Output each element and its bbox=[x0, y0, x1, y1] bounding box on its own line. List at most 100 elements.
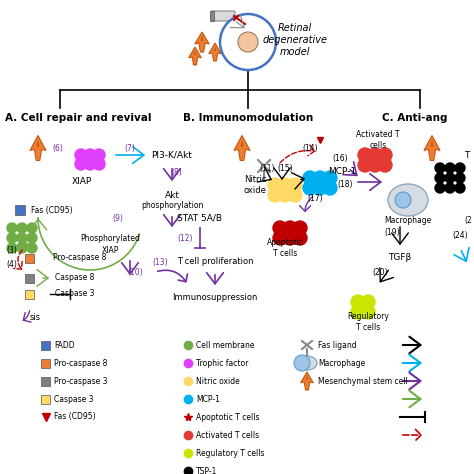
Circle shape bbox=[313, 181, 327, 195]
Polygon shape bbox=[201, 35, 203, 41]
Text: Nitric
oxide: Nitric oxide bbox=[244, 175, 266, 195]
Text: Caspase 3: Caspase 3 bbox=[54, 394, 93, 403]
Text: T cell proliferation: T cell proliferation bbox=[177, 257, 253, 266]
Circle shape bbox=[220, 14, 276, 70]
Circle shape bbox=[293, 231, 307, 245]
Text: Pro-caspase 8: Pro-caspase 8 bbox=[54, 358, 108, 367]
Text: (24): (24) bbox=[452, 230, 468, 239]
Text: Pro-caspase 8: Pro-caspase 8 bbox=[53, 254, 107, 263]
Circle shape bbox=[303, 181, 317, 195]
Circle shape bbox=[278, 178, 292, 192]
Text: MCP-1: MCP-1 bbox=[328, 167, 356, 176]
Circle shape bbox=[75, 149, 87, 161]
Circle shape bbox=[445, 173, 455, 183]
Circle shape bbox=[435, 163, 445, 173]
Text: Regulatory
T cells: Regulatory T cells bbox=[347, 312, 389, 332]
Text: (6): (6) bbox=[53, 144, 64, 153]
Circle shape bbox=[293, 221, 307, 235]
Text: TSP-1: TSP-1 bbox=[196, 466, 218, 474]
Text: Macrophage: Macrophage bbox=[318, 358, 365, 367]
Polygon shape bbox=[194, 50, 196, 55]
Polygon shape bbox=[306, 375, 308, 380]
Text: (19): (19) bbox=[384, 228, 400, 237]
Circle shape bbox=[313, 171, 327, 185]
Circle shape bbox=[268, 178, 282, 192]
Circle shape bbox=[368, 158, 382, 172]
Text: XIAP: XIAP bbox=[101, 246, 118, 255]
Circle shape bbox=[435, 183, 445, 193]
Text: T: T bbox=[464, 151, 469, 159]
Circle shape bbox=[273, 221, 287, 235]
Circle shape bbox=[435, 173, 445, 183]
Circle shape bbox=[323, 171, 337, 185]
Circle shape bbox=[361, 305, 375, 319]
Circle shape bbox=[395, 192, 411, 208]
Text: Fas ligand: Fas ligand bbox=[318, 340, 356, 349]
Circle shape bbox=[7, 233, 17, 243]
Text: MCP-1: MCP-1 bbox=[196, 394, 220, 403]
Text: Trophic factor: Trophic factor bbox=[196, 358, 248, 367]
Circle shape bbox=[358, 158, 372, 172]
Circle shape bbox=[27, 223, 37, 233]
Circle shape bbox=[84, 149, 96, 161]
Text: (10): (10) bbox=[127, 267, 143, 276]
Text: Nitric oxide: Nitric oxide bbox=[196, 376, 240, 385]
Circle shape bbox=[358, 148, 372, 162]
Circle shape bbox=[323, 181, 337, 195]
Text: (17): (17) bbox=[307, 193, 323, 202]
Text: (12): (12) bbox=[177, 234, 193, 243]
Circle shape bbox=[273, 231, 287, 245]
FancyBboxPatch shape bbox=[211, 11, 235, 21]
Text: Fas (CD95): Fas (CD95) bbox=[54, 412, 96, 421]
Polygon shape bbox=[30, 136, 46, 161]
Polygon shape bbox=[195, 32, 209, 52]
FancyBboxPatch shape bbox=[42, 358, 51, 367]
Text: Caspase 8: Caspase 8 bbox=[55, 273, 95, 283]
Circle shape bbox=[378, 158, 392, 172]
Circle shape bbox=[445, 183, 455, 193]
FancyBboxPatch shape bbox=[26, 290, 35, 299]
Circle shape bbox=[361, 295, 375, 309]
Text: B. Immunomodulation: B. Immunomodulation bbox=[183, 113, 313, 123]
Circle shape bbox=[455, 183, 465, 193]
Text: FADD: FADD bbox=[54, 340, 74, 349]
Text: Pro-caspase 3: Pro-caspase 3 bbox=[54, 376, 108, 385]
Text: (7): (7) bbox=[125, 145, 136, 154]
Circle shape bbox=[283, 221, 297, 235]
Polygon shape bbox=[430, 139, 433, 147]
Text: Activated T
cells: Activated T cells bbox=[356, 130, 400, 150]
FancyBboxPatch shape bbox=[15, 205, 25, 215]
Text: (4): (4) bbox=[7, 261, 18, 270]
FancyBboxPatch shape bbox=[210, 11, 214, 21]
Circle shape bbox=[17, 243, 27, 253]
Circle shape bbox=[351, 295, 365, 309]
Circle shape bbox=[75, 158, 87, 170]
Text: (11): (11) bbox=[259, 164, 275, 173]
Circle shape bbox=[455, 173, 465, 183]
Circle shape bbox=[278, 188, 292, 202]
FancyBboxPatch shape bbox=[26, 254, 35, 263]
Circle shape bbox=[455, 163, 465, 173]
Circle shape bbox=[268, 188, 282, 202]
Circle shape bbox=[288, 188, 302, 202]
Circle shape bbox=[445, 163, 455, 173]
Text: (20): (20) bbox=[372, 267, 388, 276]
Circle shape bbox=[283, 231, 297, 245]
Text: Regulatory T cells: Regulatory T cells bbox=[196, 448, 264, 457]
Text: Apoptotic T cells: Apoptotic T cells bbox=[196, 412, 259, 421]
Text: C. Anti-ang: C. Anti-ang bbox=[382, 113, 448, 123]
Circle shape bbox=[7, 223, 17, 233]
Text: Caspase 3: Caspase 3 bbox=[55, 290, 95, 299]
Polygon shape bbox=[424, 136, 440, 161]
Text: sis: sis bbox=[30, 313, 41, 322]
Text: (15): (15) bbox=[277, 164, 293, 173]
Text: Macrophage: Macrophage bbox=[384, 216, 432, 225]
Circle shape bbox=[378, 148, 392, 162]
Polygon shape bbox=[241, 139, 244, 147]
Text: STAT 5A/B: STAT 5A/B bbox=[177, 213, 222, 222]
FancyBboxPatch shape bbox=[26, 273, 35, 283]
Text: Phosphorylated: Phosphorylated bbox=[80, 234, 140, 243]
Text: Akt: Akt bbox=[164, 191, 180, 200]
Text: Retinal: Retinal bbox=[278, 23, 312, 33]
Polygon shape bbox=[301, 372, 313, 390]
